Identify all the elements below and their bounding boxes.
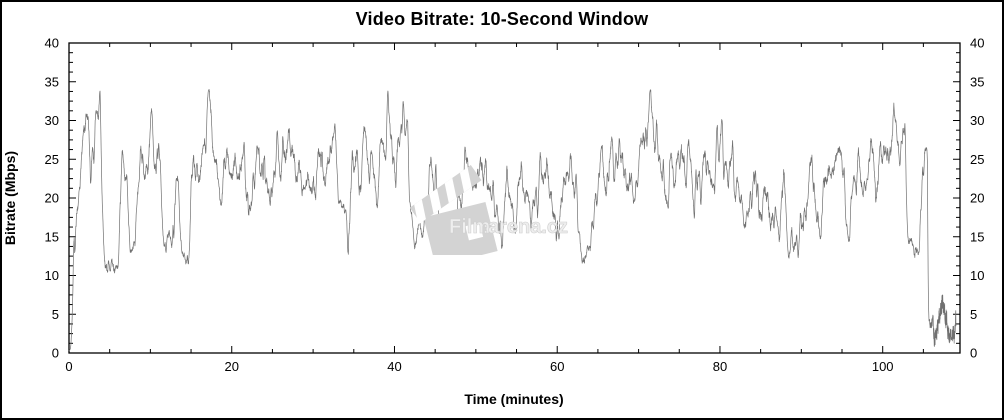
svg-text:0: 0 <box>52 346 59 361</box>
svg-text:5: 5 <box>52 307 59 322</box>
svg-text:arena.cz: arena.cz <box>488 216 568 238</box>
svg-text:100: 100 <box>872 359 894 374</box>
svg-text:0: 0 <box>970 346 977 361</box>
svg-text:25: 25 <box>45 152 59 167</box>
svg-text:60: 60 <box>550 359 564 374</box>
svg-text:80: 80 <box>713 359 727 374</box>
svg-text:20: 20 <box>45 191 59 206</box>
svg-text:0: 0 <box>65 359 72 374</box>
svg-text:35: 35 <box>970 74 984 89</box>
svg-text:40: 40 <box>970 36 984 51</box>
svg-text:20: 20 <box>225 359 239 374</box>
svg-text:15: 15 <box>970 229 984 244</box>
svg-text:5: 5 <box>970 307 977 322</box>
svg-text:40: 40 <box>387 359 401 374</box>
svg-text:30: 30 <box>45 113 59 128</box>
svg-text:20: 20 <box>970 191 984 206</box>
svg-text:35: 35 <box>45 74 59 89</box>
svg-text:10: 10 <box>970 268 984 283</box>
svg-text:10: 10 <box>45 268 59 283</box>
svg-text:15: 15 <box>45 229 59 244</box>
svg-text:40: 40 <box>45 36 59 51</box>
svg-text:25: 25 <box>970 152 984 167</box>
svg-text:30: 30 <box>970 113 984 128</box>
